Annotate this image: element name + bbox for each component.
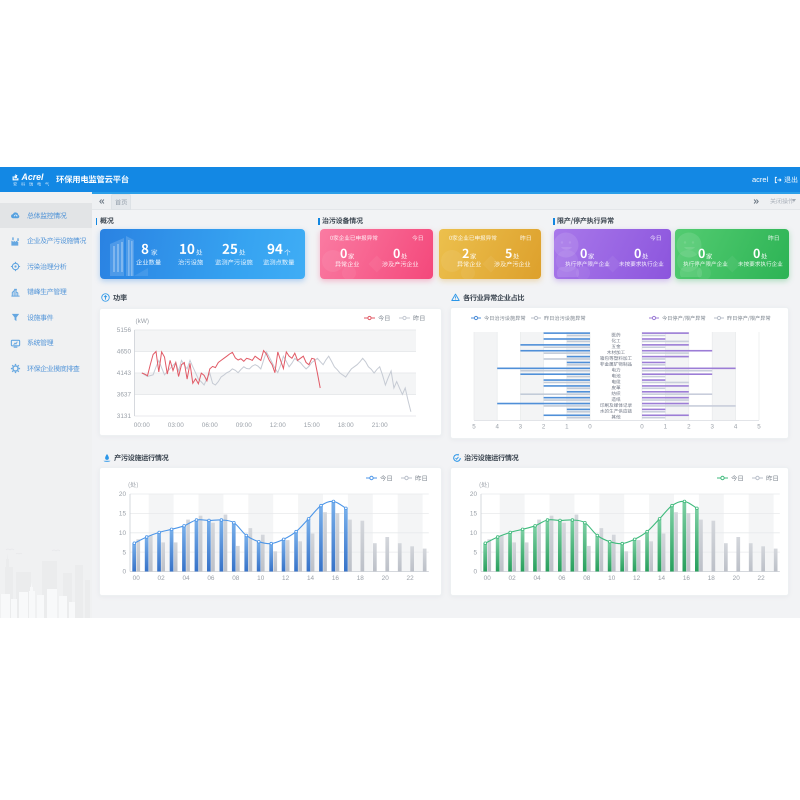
svg-text:04: 04 [182, 575, 190, 582]
svg-text:18: 18 [357, 575, 365, 582]
svg-text:12:00: 12:00 [270, 422, 286, 429]
svg-text:03:00: 03:00 [168, 422, 184, 429]
svg-text:00:00: 00:00 [134, 422, 150, 429]
svg-text:20: 20 [382, 575, 390, 582]
svg-text:15:00: 15:00 [304, 422, 320, 429]
svg-text:06:00: 06:00 [202, 422, 218, 429]
svg-text:3637: 3637 [117, 392, 132, 399]
svg-text:2: 2 [542, 423, 546, 430]
svg-text:22: 22 [758, 575, 766, 582]
svg-text:00: 00 [133, 575, 141, 582]
svg-text:12: 12 [633, 575, 641, 582]
svg-text:08: 08 [232, 575, 240, 582]
svg-text:02: 02 [509, 575, 517, 582]
svg-text:0: 0 [588, 423, 592, 430]
svg-text:5: 5 [757, 423, 761, 430]
svg-text:0: 0 [473, 569, 477, 576]
svg-text:5: 5 [472, 423, 476, 430]
svg-text:21:00: 21:00 [372, 422, 388, 429]
svg-text:2: 2 [687, 423, 691, 430]
svg-text:4143: 4143 [117, 370, 132, 377]
svg-text:09:00: 09:00 [236, 422, 252, 429]
svg-text:3: 3 [519, 423, 523, 430]
svg-text:14: 14 [307, 575, 315, 582]
svg-text:15: 15 [470, 511, 478, 518]
svg-text:5156: 5156 [117, 327, 132, 334]
svg-text:12: 12 [282, 575, 290, 582]
svg-text:0: 0 [640, 423, 644, 430]
svg-text:3: 3 [710, 423, 714, 430]
svg-text:08: 08 [583, 575, 591, 582]
svg-text:5: 5 [122, 549, 126, 556]
svg-text:04: 04 [533, 575, 541, 582]
svg-text:18:00: 18:00 [338, 422, 354, 429]
svg-text:10: 10 [470, 530, 478, 537]
svg-text:10: 10 [257, 575, 265, 582]
svg-text:0: 0 [122, 569, 126, 576]
svg-text:20: 20 [470, 491, 478, 498]
svg-text:00: 00 [484, 575, 492, 582]
svg-text:16: 16 [332, 575, 340, 582]
svg-text:4650: 4650 [117, 349, 132, 356]
svg-text:14: 14 [658, 575, 666, 582]
svg-text:02: 02 [158, 575, 166, 582]
svg-text:16: 16 [683, 575, 691, 582]
svg-text:20: 20 [733, 575, 741, 582]
svg-text:15: 15 [119, 511, 127, 518]
svg-text:10: 10 [119, 530, 127, 537]
svg-text:06: 06 [207, 575, 215, 582]
svg-text:20: 20 [119, 491, 127, 498]
svg-text:1: 1 [664, 423, 668, 430]
svg-text:4: 4 [495, 423, 499, 430]
svg-text:5: 5 [473, 549, 477, 556]
svg-text:18: 18 [708, 575, 716, 582]
svg-text:10: 10 [608, 575, 616, 582]
svg-text:3131: 3131 [117, 413, 132, 420]
svg-text:22: 22 [407, 575, 415, 582]
svg-text:06: 06 [558, 575, 566, 582]
svg-text:1: 1 [565, 423, 569, 430]
svg-text:(kW): (kW) [136, 318, 149, 325]
svg-text:4: 4 [734, 423, 738, 430]
